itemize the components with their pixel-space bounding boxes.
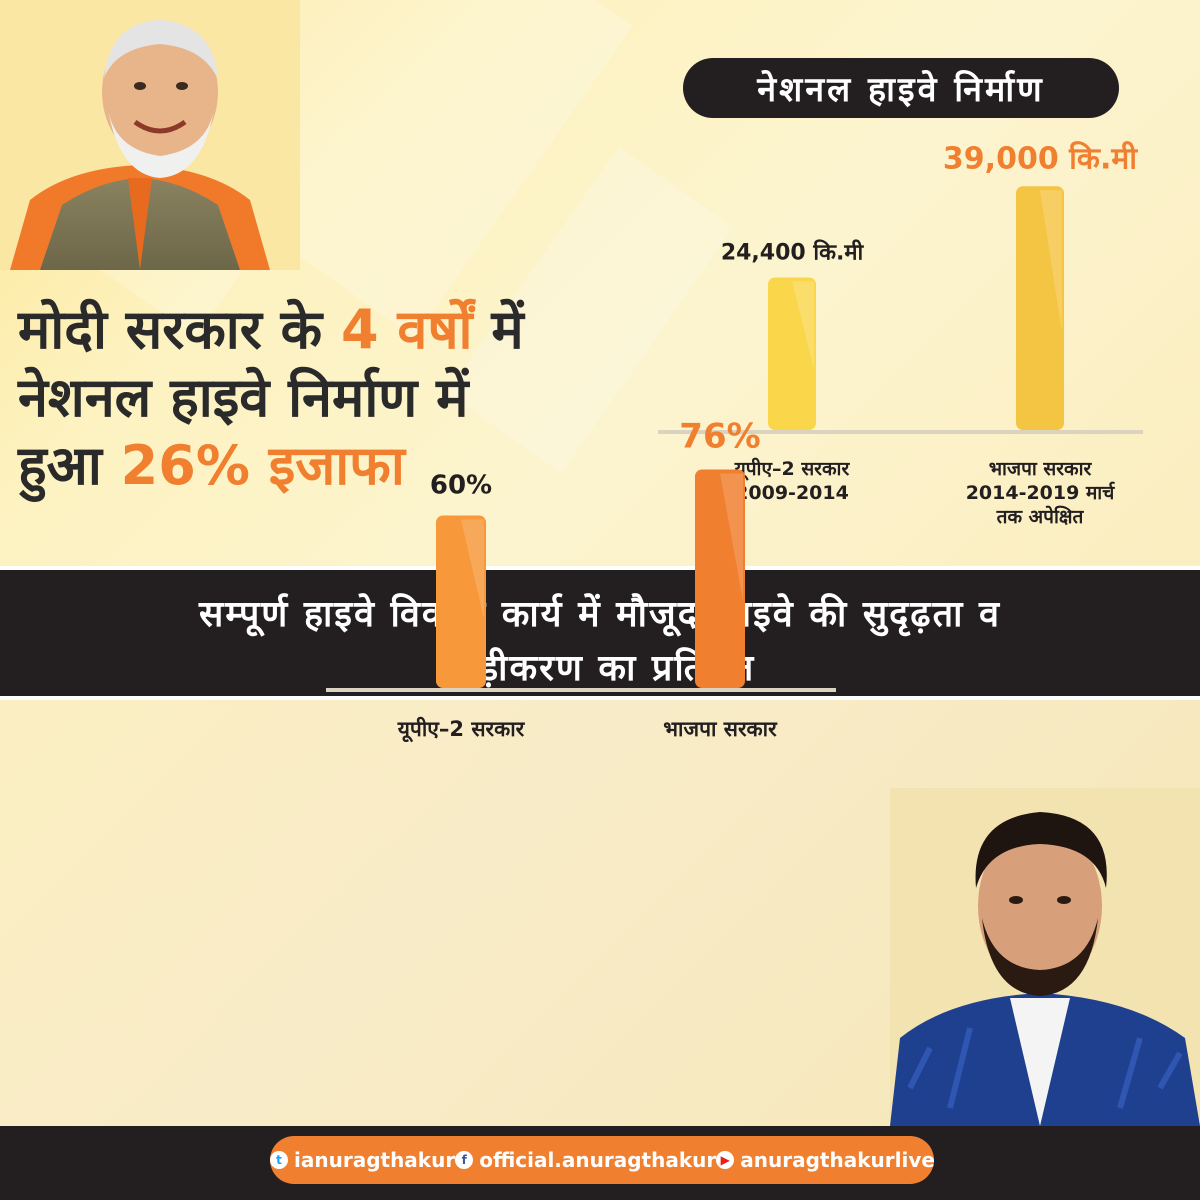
chart-2-bar-1: [436, 515, 486, 688]
youtube-link[interactable]: ▶ anuragthakurlive: [716, 1148, 935, 1172]
headline-years-accent: 4 वर्षों: [340, 298, 473, 361]
facebook-handle: official.anuragthakur: [479, 1148, 717, 1172]
portrait-image: [0, 0, 300, 270]
chart-2-bar-1-shading: [461, 519, 484, 619]
section-banner-line-1: सम्पूर्ण हाइवे विकास कार्य में मौजूदा हा…: [199, 594, 1001, 635]
chart-1-category-label-1-line-2: 2009-2014: [735, 482, 849, 504]
chart-2-data-label-1: 60%: [430, 471, 492, 501]
headline: मोदी सरकार के 4 वर्षों में नेशनल हाइवे न…: [18, 296, 658, 500]
headline-line-3: हुआ 26% इजाफा: [18, 432, 658, 500]
headline-increase-accent: 26% इजाफा: [120, 434, 405, 497]
facebook-link[interactable]: f official.anuragthakur: [455, 1148, 716, 1172]
chart-2-category-label-1-line-1: यूपीए–2 सरकार: [397, 716, 526, 743]
twitter-link[interactable]: t ianuragthakur: [270, 1148, 455, 1172]
headline-line-2: नेशनल हाइवे निर्माण में: [18, 366, 469, 429]
twitter-icon: t: [270, 1151, 288, 1169]
portrait-image: [890, 788, 1200, 1126]
twitter-handle: ianuragthakur: [294, 1148, 456, 1172]
top-section: नेशनल हाइवे निर्माण मोदी सरकार के 4 वर्ष…: [0, 0, 1200, 565]
chart-1-category-label-2-line-2: 2014-2019 मार्च: [966, 481, 1116, 504]
chart-1-data-label-2: 39,000 कि.मी: [943, 140, 1138, 176]
chart-2-category-label-2-line-1: भाजपा सरकार: [663, 717, 778, 741]
youtube-handle: anuragthakurlive: [740, 1148, 935, 1172]
chart-1-bar-1-shading: [792, 281, 814, 369]
headline-line-1-suffix: में: [472, 298, 524, 361]
chart-1-bar-1: [768, 277, 816, 430]
chart-1-category-label-2-line-1: भाजपा सरकार: [989, 458, 1093, 480]
chart-2-data-label-2: 76%: [679, 417, 760, 457]
youtube-icon: ▶: [716, 1151, 735, 1169]
chart-title-pill: नेशनल हाइवे निर्माण: [683, 58, 1119, 118]
footer: t ianuragthakur f official.anuragthakur …: [0, 1126, 1200, 1200]
chart-2-bar-2: [695, 469, 745, 688]
social-links-bar: t ianuragthakur f official.anuragthakur …: [270, 1136, 935, 1184]
headline-line-1-prefix: मोदी सरकार के: [18, 298, 341, 361]
chart-1-category-label-1-line-1: यूपीए–2 सरकार: [734, 457, 851, 481]
chart-2-bar-2-shading: [720, 473, 743, 601]
bottom-section: [0, 700, 1200, 1126]
facebook-icon: f: [455, 1151, 474, 1169]
chart-1-bar-2-shading: [1040, 190, 1062, 333]
chart-title: नेशनल हाइवे निर्माण: [757, 70, 1045, 110]
chart-1-data-label-1: 24,400 कि.मी: [721, 239, 865, 266]
chart-1-category-label-2-line-3: तक अपेक्षित: [996, 505, 1085, 528]
headline-line-1: मोदी सरकार के 4 वर्षों में: [18, 296, 658, 364]
chart-1-bar-2: [1016, 186, 1064, 430]
headline-line-3-prefix: हुआ: [18, 434, 121, 497]
